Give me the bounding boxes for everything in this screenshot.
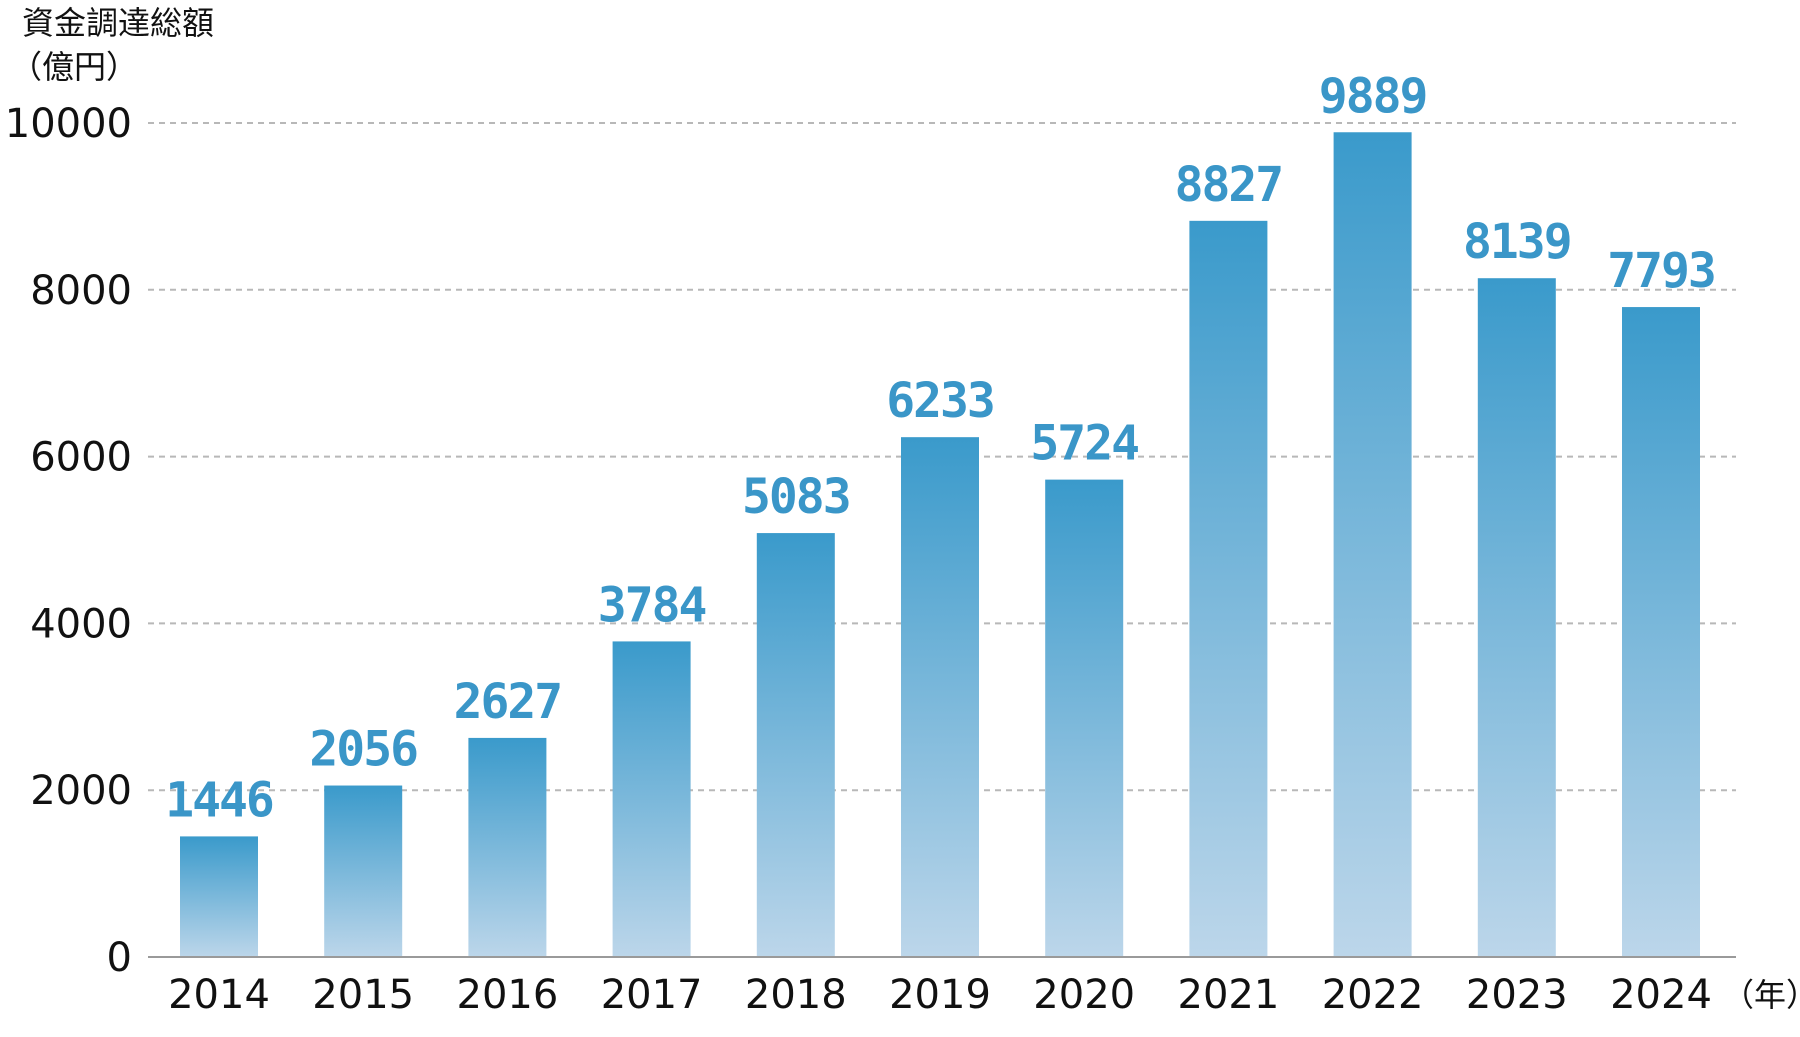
x-tick-label-2022: 2022 (1322, 972, 1424, 1018)
y-tick-label: 4000 (30, 601, 132, 647)
data-label-2014: 1446 (165, 772, 273, 828)
x-tick-label-2019: 2019 (889, 972, 991, 1018)
data-labels: 1446 2056 2627 3784 5083 6233 5724 8827 9889 8139… (165, 68, 1717, 828)
x-tick-label-2015: 2015 (312, 972, 414, 1018)
y-axis-title-line2: （億円） (10, 48, 138, 86)
bar-2017 (612, 641, 691, 957)
bar-2020 (1045, 479, 1124, 957)
x-axis-unit: （年） (1722, 976, 1800, 1014)
data-label-2018: 5083 (742, 469, 850, 525)
bar-2024 (1622, 307, 1700, 957)
bar-2016 (468, 737, 547, 957)
data-label-2017: 3784 (598, 577, 706, 633)
bar-2023 (1477, 278, 1556, 957)
x-tick-label-2023: 2023 (1466, 972, 1568, 1018)
data-label-2020: 5724 (1030, 416, 1138, 472)
x-tick-label-2024: 2024 (1610, 972, 1712, 1018)
data-label-2015: 2056 (309, 722, 417, 778)
x-axis-ticks: 2014 2015 2016 2017 2018 2019 2020 2021 2022 2023… (168, 972, 1712, 1018)
y-tick-label: 2000 (30, 768, 132, 814)
data-label-2016: 2627 (454, 674, 562, 730)
bar-2018 (756, 533, 835, 957)
x-tick-label-2017: 2017 (601, 972, 703, 1018)
data-label-2024: 7793 (1607, 243, 1715, 299)
x-tick-label-2014: 2014 (168, 972, 270, 1018)
y-axis-title-line1: 資金調達総額 (22, 4, 214, 42)
x-tick-label-2016: 2016 (457, 972, 559, 1018)
bars (180, 132, 1700, 958)
data-label-2019: 6233 (886, 373, 994, 429)
bar-2021 (1189, 220, 1268, 958)
y-tick-label: 8000 (30, 268, 132, 314)
bar-2014 (180, 836, 258, 957)
y-tick-label: 6000 (30, 435, 132, 481)
x-tick-label-2020: 2020 (1033, 972, 1135, 1018)
bar-2022 (1333, 132, 1412, 958)
x-tick-label-2018: 2018 (745, 972, 847, 1018)
y-tick-label: 10000 (5, 101, 132, 147)
y-tick-label: 0 (107, 935, 132, 981)
data-label-2021: 8827 (1175, 157, 1283, 213)
y-axis-ticks: 0 2000 4000 6000 8000 10000 (5, 101, 132, 981)
data-label-2022: 9889 (1319, 68, 1427, 124)
bar-2019 (901, 437, 979, 957)
x-tick-label-2021: 2021 (1178, 972, 1280, 1018)
data-label-2023: 8139 (1463, 214, 1571, 270)
bar-2015 (324, 785, 403, 957)
